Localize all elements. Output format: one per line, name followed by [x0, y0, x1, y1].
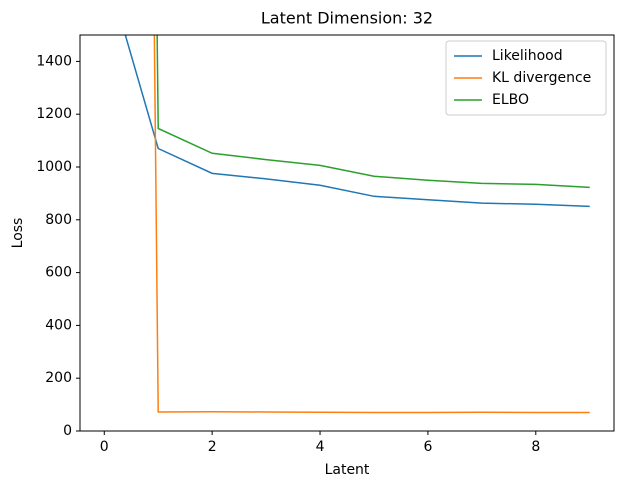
legend-label: KL divergence: [492, 70, 591, 86]
data-line: [156, 35, 590, 189]
x-tick-label: 6: [423, 439, 432, 455]
y-tick-label: 1400: [36, 53, 72, 69]
y-tick-label: 600: [45, 265, 72, 281]
y-tick-label: 400: [45, 317, 72, 333]
x-tick-label: 4: [316, 439, 325, 455]
data-line: [124, 35, 590, 208]
y-tick-label: 1000: [36, 159, 72, 175]
x-tick-label: 8: [531, 439, 540, 455]
y-axis-label: Loss: [10, 218, 26, 249]
y-tick-label: 200: [45, 370, 72, 386]
y-tick-label: 1200: [36, 106, 72, 122]
x-tick-label: 2: [208, 439, 217, 455]
data-line: [153, 35, 590, 414]
legend-label: ELBO: [492, 92, 529, 108]
axes-frame: [79, 34, 615, 432]
chart-title: Latent Dimension: 32: [261, 9, 433, 28]
x-tick-label: 0: [100, 439, 109, 455]
y-tick-label: 0: [63, 423, 72, 439]
legend-box: [445, 40, 607, 116]
plot-area: [124, 35, 590, 414]
x-axis-label: Latent: [325, 462, 370, 478]
y-tick-label: 800: [45, 212, 72, 228]
legend-label: Likelihood: [492, 48, 563, 64]
